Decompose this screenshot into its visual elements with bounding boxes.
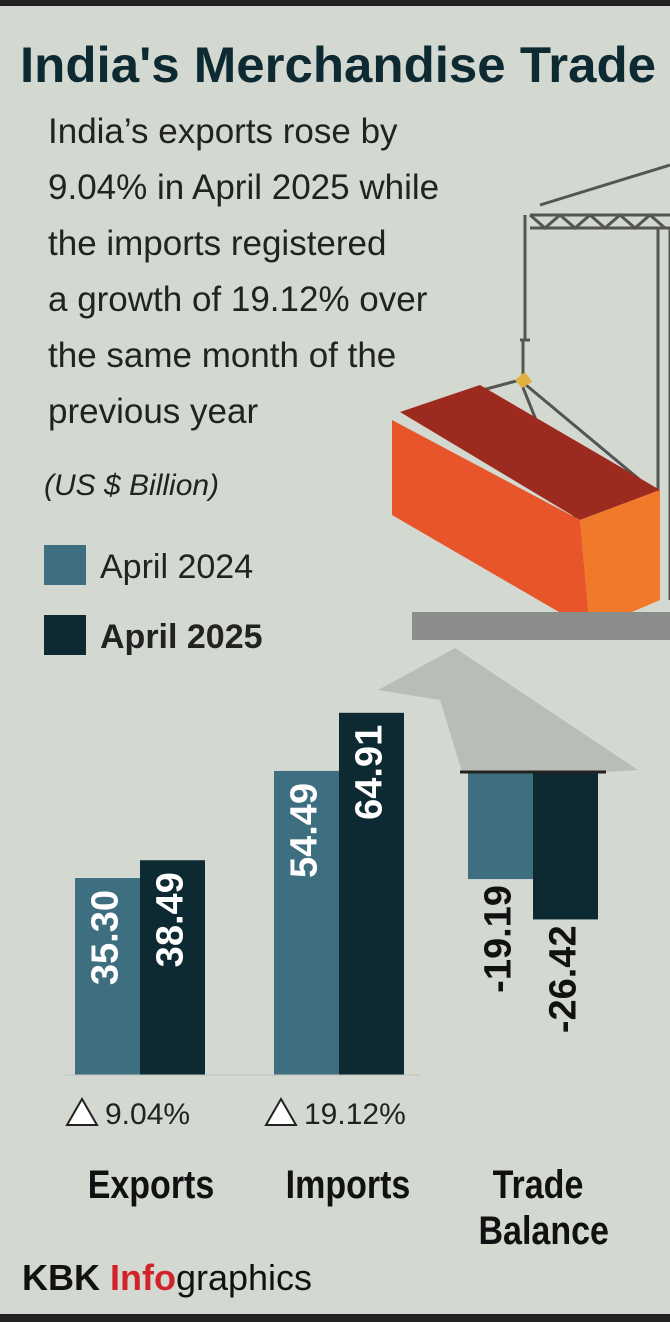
subtitle-line: the imports registered xyxy=(48,224,386,263)
bar xyxy=(274,770,339,1075)
growth-label: 9.04% xyxy=(105,1098,190,1131)
container-side xyxy=(580,490,660,630)
value-label: 64.91 xyxy=(349,725,391,820)
value-label: -26.42 xyxy=(543,925,585,1033)
shadow xyxy=(378,648,638,772)
platform xyxy=(412,612,670,640)
source-part: graphics xyxy=(176,1257,312,1298)
bar xyxy=(533,772,598,920)
bar xyxy=(75,878,140,1075)
hook xyxy=(515,372,532,388)
source-part: KBK xyxy=(22,1257,100,1298)
source-part: Info xyxy=(110,1257,176,1298)
top-border xyxy=(0,0,670,6)
source: KBK Infographics xyxy=(22,1257,312,1298)
category-label: Exports xyxy=(87,1163,215,1207)
growth-label: 19.12% xyxy=(304,1098,406,1131)
legend-label: April 2025 xyxy=(100,618,263,656)
subtitle-line: India’s exports rose by xyxy=(48,112,398,151)
legend-swatch xyxy=(44,545,86,585)
chart-title: India's Merchandise Trade xyxy=(20,37,656,93)
container-inside xyxy=(400,385,660,520)
growth-triangle xyxy=(65,1096,99,1126)
growth-triangle xyxy=(264,1096,298,1126)
category-label: Trade Balance xyxy=(478,1163,609,1253)
bar xyxy=(140,860,205,1075)
bar xyxy=(339,712,404,1075)
subtitle-line: a growth of 19.12% over xyxy=(48,280,428,319)
value-label: 54.49 xyxy=(284,783,326,878)
value-label: -19.19 xyxy=(478,885,520,993)
value-label: 38.49 xyxy=(150,872,192,967)
container-front xyxy=(392,420,590,630)
subtitle-line: 9.04% in April 2025 while xyxy=(48,168,439,207)
category-label: Imports xyxy=(285,1163,411,1207)
unit-label: (US $ Billion) xyxy=(44,469,219,502)
bottom-border xyxy=(0,1314,670,1322)
legend-label: April 2024 xyxy=(100,548,253,586)
subtitle-line: the same month of the xyxy=(48,336,396,375)
subtitle-line: previous year xyxy=(48,392,258,431)
value-label: 35.30 xyxy=(85,890,127,985)
bar xyxy=(468,772,533,880)
legend-swatch xyxy=(44,615,86,655)
